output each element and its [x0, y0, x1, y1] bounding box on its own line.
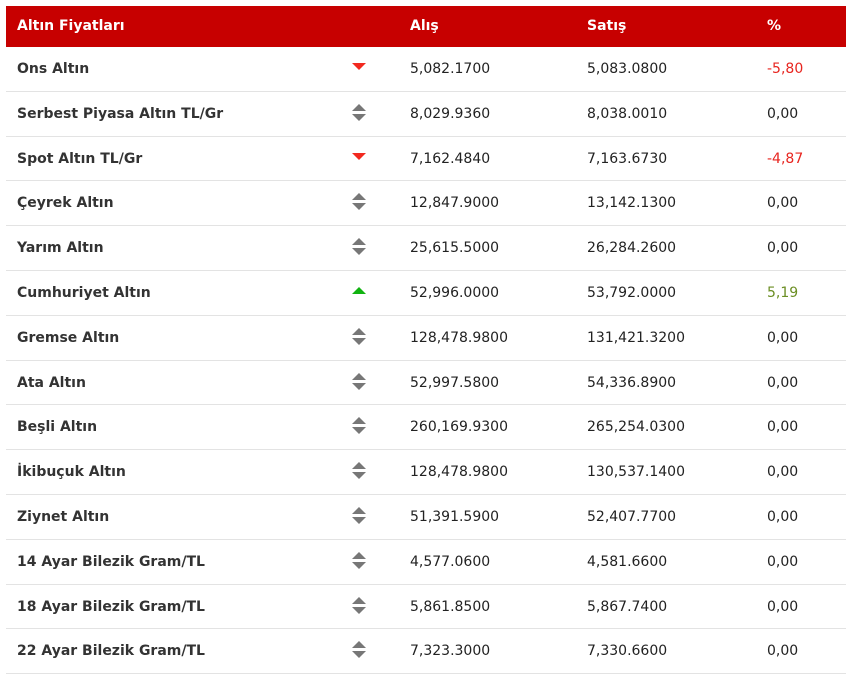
row-sell: 131,421.3200	[587, 329, 685, 346]
row-sell: 4,581.6600	[587, 553, 668, 570]
trend-neutral-icon	[352, 506, 366, 524]
row-pct: 0,00	[767, 329, 799, 346]
trend-up-icon	[352, 283, 366, 294]
row-name: Spot Altın TL/Gr	[17, 150, 143, 167]
row-pct: 0,00	[767, 508, 799, 525]
table-row[interactable]: Ziynet Altın 51,391.5900 52,407.7700 0,0…	[6, 495, 846, 540]
trend-neutral-icon	[352, 372, 366, 390]
table-row[interactable]: Çeyrek Altın 12,847.9000 13,142.1300 0,0…	[6, 181, 846, 227]
header-buy: Alış	[410, 18, 439, 34]
table-row[interactable]: Serbest Piyasa Altın TL/Gr 8,029.9360 8,…	[6, 92, 846, 137]
row-buy: 25,615.5000	[410, 240, 500, 257]
row-sell: 7,330.6600	[587, 643, 668, 660]
row-buy: 4,577.0600	[410, 553, 491, 570]
row-pct: 5,19	[767, 284, 799, 301]
header-sell: Satış	[587, 18, 627, 34]
table-row[interactable]: 18 Ayar Bilezik Gram/TL 5,861.8500 5,867…	[6, 585, 846, 630]
row-pct: 0,00	[767, 374, 799, 391]
table-row[interactable]: Cumhuriyet Altın 52,996.0000 53,792.0000…	[6, 271, 846, 316]
row-sell: 8,038.0010	[587, 105, 668, 122]
row-name: Yarım Altın	[17, 240, 104, 257]
row-name: 14 Ayar Bilezik Gram/TL	[17, 553, 205, 570]
trend-neutral-icon	[352, 462, 366, 480]
row-buy: 5,861.8500	[410, 598, 491, 615]
row-name: 22 Ayar Bilezik Gram/TL	[17, 643, 205, 660]
table-row[interactable]: 14 Ayar Bilezik Gram/TL 4,577.0600 4,581…	[6, 540, 846, 585]
row-pct: -5,80	[767, 61, 804, 77]
row-buy: 12,847.9000	[410, 195, 500, 212]
row-pct: 0,00	[767, 419, 799, 436]
row-sell: 265,254.0300	[587, 419, 685, 436]
table-row[interactable]: Beşli Altın 260,169.9300 265,254.0300 0,…	[6, 405, 846, 451]
row-pct: 0,00	[767, 105, 799, 122]
trend-neutral-icon	[352, 417, 366, 435]
trend-neutral-icon	[352, 596, 366, 614]
row-sell: 52,407.7700	[587, 508, 677, 525]
row-name: Çeyrek Altın	[17, 195, 114, 212]
row-sell: 5,083.0800	[587, 61, 668, 77]
row-name: Beşli Altın	[17, 419, 98, 436]
row-name: Ziynet Altın	[17, 508, 110, 525]
table-row[interactable]: Ons Altın 5,082.1700 5,083.0800 -5,80	[6, 47, 846, 92]
table-row[interactable]: İkibuçuk Altın 128,478.9800 130,537.1400…	[6, 450, 846, 495]
row-name: Cumhuriyet Altın	[17, 284, 151, 301]
trend-neutral-icon	[352, 238, 366, 256]
row-buy: 7,323.3000	[410, 643, 491, 660]
row-sell: 13,142.1300	[587, 195, 677, 212]
row-pct: 0,00	[767, 195, 799, 212]
row-buy: 5,082.1700	[410, 61, 491, 77]
trend-neutral-icon	[352, 551, 366, 569]
header-pct: %	[767, 18, 782, 34]
trend-down-icon	[352, 149, 366, 160]
row-sell: 26,284.2600	[587, 240, 677, 257]
row-name: Ata Altın	[17, 374, 86, 391]
row-sell: 130,537.1400	[587, 464, 685, 481]
table-row[interactable]: Spot Altın TL/Gr 7,162.4840 7,163.6730 -…	[6, 137, 846, 182]
row-buy: 260,169.9300	[410, 419, 508, 436]
trend-neutral-icon	[352, 193, 366, 211]
trend-down-icon	[352, 59, 366, 70]
row-buy: 128,478.9800	[410, 464, 508, 481]
row-pct: -4,87	[767, 150, 804, 167]
row-name: Ons Altın	[17, 61, 90, 77]
row-buy: 128,478.9800	[410, 329, 508, 346]
trend-neutral-icon	[352, 327, 366, 345]
row-name: İkibuçuk Altın	[17, 464, 126, 481]
row-sell: 7,163.6730	[587, 150, 668, 167]
row-name: Gremse Altın	[17, 329, 120, 346]
row-name: Serbest Piyasa Altın TL/Gr	[17, 105, 224, 122]
table-header: Altın Fiyatları Alış Satış %	[6, 6, 846, 47]
table-row[interactable]: Gremse Altın 128,478.9800 131,421.3200 0…	[6, 316, 846, 361]
row-buy: 52,997.5800	[410, 374, 500, 391]
row-pct: 0,00	[767, 464, 799, 481]
gold-prices-table: Altın Fiyatları Alış Satış % Ons Altın 5…	[6, 6, 846, 675]
row-pct: 0,00	[767, 643, 799, 660]
trend-neutral-icon	[352, 103, 366, 121]
row-pct: 0,00	[767, 553, 799, 570]
row-sell: 53,792.0000	[587, 284, 677, 301]
row-buy: 7,162.4840	[410, 150, 491, 167]
row-buy: 52,996.0000	[410, 284, 500, 301]
trend-neutral-icon	[352, 641, 366, 659]
header-name: Altın Fiyatları	[17, 18, 125, 34]
row-sell: 5,867.7400	[587, 598, 668, 615]
table-row[interactable]: Ata Altın 52,997.5800 54,336.8900 0,00	[6, 361, 846, 406]
row-buy: 8,029.9360	[410, 105, 491, 122]
row-sell: 54,336.8900	[587, 374, 677, 391]
table-row[interactable]: 22 Ayar Bilezik Gram/TL 7,323.3000 7,330…	[6, 629, 846, 675]
row-pct: 0,00	[767, 598, 799, 615]
table-row[interactable]: Yarım Altın 25,615.5000 26,284.2600 0,00	[6, 226, 846, 271]
row-name: 18 Ayar Bilezik Gram/TL	[17, 598, 205, 615]
row-buy: 51,391.5900	[410, 508, 500, 525]
row-pct: 0,00	[767, 240, 799, 257]
